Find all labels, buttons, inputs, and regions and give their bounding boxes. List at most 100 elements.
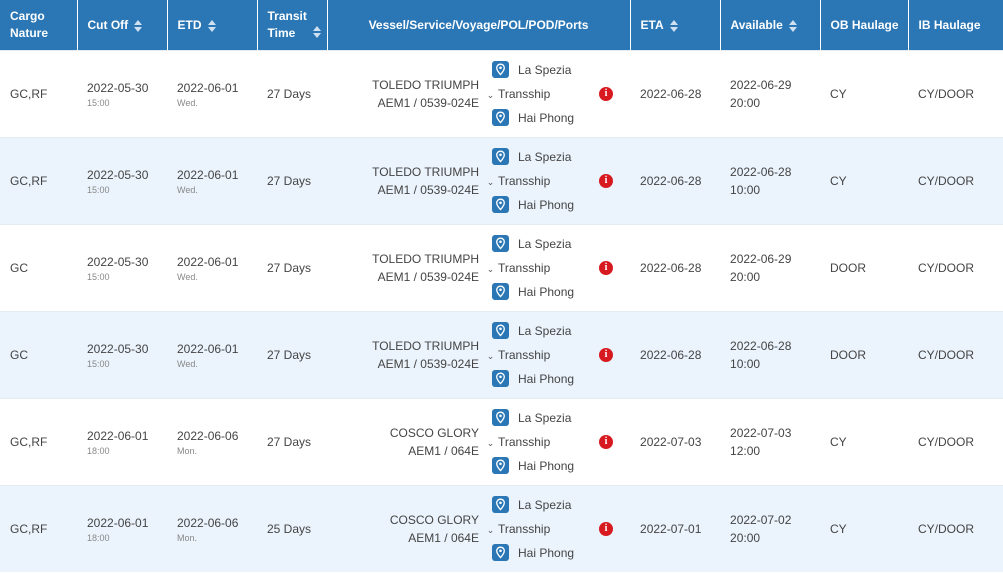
cargo-nature: GC (0, 311, 77, 399)
transship-label[interactable]: Transship (498, 174, 551, 188)
etd-date: 2022-06-01 (177, 341, 239, 356)
cut-off-time: 15:00 (87, 358, 110, 369)
table-row[interactable]: GC,RF 2022-05-30 15:00 2022-06-01 Wed. 27 … (0, 137, 1003, 225)
etd-cell: 2022-06-01 Wed. (167, 224, 257, 312)
cut-off-time: 18:00 (87, 445, 110, 456)
info-icon[interactable]: i (599, 348, 613, 362)
pod-port[interactable]: Hai Phong (518, 285, 575, 299)
sort-icon[interactable] (134, 19, 143, 32)
pol-port[interactable]: La Spezia (518, 237, 572, 251)
chevron-down-icon[interactable]: ⌄ (486, 351, 495, 361)
etd-date: 2022-06-01 (177, 254, 239, 269)
ports-cell: La Spezia ⌄ Transship i Hai Phong (483, 50, 631, 138)
transship-label[interactable]: Transship (498, 435, 551, 449)
transit-time: 27 Days (257, 224, 327, 312)
map-pin-icon (492, 409, 509, 427)
service-voyage: AEM1 / 0539-024E (377, 96, 479, 110)
etd-date: 2022-06-06 (177, 515, 239, 530)
sort-icon[interactable] (788, 19, 797, 32)
cut-off-cell: 2022-06-01 18:00 (77, 485, 167, 572)
pol-port[interactable]: La Spezia (518, 63, 572, 77)
chevron-down-icon[interactable]: ⌄ (486, 438, 495, 448)
available-date: 2022-06-28 (730, 339, 792, 353)
map-pin-icon (492, 283, 509, 301)
col-cut-off[interactable]: Cut Off (77, 0, 168, 51)
col-ob-haulage: OB Haulage (820, 0, 909, 51)
vessel-cell: TOLEDO TRIUMPH AEM1 / 0539-024E (327, 137, 483, 225)
ib-haulage: CY/DOOR (908, 485, 1003, 572)
etd-date: 2022-06-01 (177, 80, 239, 95)
col-etd[interactable]: ETD (167, 0, 258, 51)
ports-cell: La Spezia ⌄ Transship i Hai Phong (483, 224, 631, 312)
info-icon[interactable]: i (599, 87, 613, 101)
chevron-down-icon[interactable]: ⌄ (486, 264, 495, 274)
cut-off-cell: 2022-05-30 15:00 (77, 137, 167, 225)
map-pin-icon (492, 148, 509, 166)
pod-port[interactable]: Hai Phong (518, 372, 575, 386)
sort-icon[interactable] (669, 19, 678, 32)
transship-label[interactable]: Transship (498, 522, 551, 536)
cut-off-cell: 2022-05-30 15:00 (77, 311, 167, 399)
ports-cell: La Spezia ⌄ Transship i Hai Phong (483, 137, 631, 225)
pol-port[interactable]: La Spezia (518, 411, 572, 425)
pod-port[interactable]: Hai Phong (518, 111, 575, 125)
available-time: 10:00 (730, 183, 761, 197)
col-eta[interactable]: ETA (630, 0, 721, 51)
cargo-nature: GC,RF (0, 50, 77, 138)
chevron-down-icon[interactable]: ⌄ (486, 525, 495, 535)
info-icon[interactable]: i (599, 522, 613, 536)
etd-cell: 2022-06-01 Wed. (167, 311, 257, 399)
pod-port[interactable]: Hai Phong (518, 459, 575, 473)
sort-icon[interactable] (207, 19, 216, 32)
available-cell: 2022-07-02 20:00 (720, 485, 821, 572)
cut-off-cell: 2022-05-30 15:00 (77, 224, 167, 312)
ob-haulage: CY (820, 137, 909, 225)
map-pin-icon (492, 61, 509, 79)
ob-haulage: DOOR (820, 224, 909, 312)
col-transit-time[interactable]: Transit Time (257, 0, 328, 51)
cut-off-cell: 2022-06-01 18:00 (77, 398, 167, 486)
eta: 2022-06-28 (630, 311, 721, 399)
info-icon[interactable]: i (599, 435, 613, 449)
map-pin-icon (492, 370, 509, 388)
pol-port[interactable]: La Spezia (518, 498, 572, 512)
table-row[interactable]: GC 2022-05-30 15:00 2022-06-01 Wed. 27 Day… (0, 224, 1003, 312)
transship-label[interactable]: Transship (498, 261, 551, 275)
vessel-name: TOLEDO TRIUMPH (372, 165, 479, 179)
eta: 2022-07-03 (630, 398, 721, 486)
etd-day: Wed. (177, 358, 198, 369)
available-date: 2022-06-28 (730, 165, 792, 179)
info-icon[interactable]: i (599, 261, 613, 275)
available-date: 2022-07-02 (730, 513, 792, 527)
cargo-nature: GC (0, 224, 77, 312)
chevron-down-icon[interactable]: ⌄ (486, 90, 495, 100)
info-icon[interactable]: i (599, 174, 613, 188)
pol-port[interactable]: La Spezia (518, 324, 572, 338)
service-voyage: AEM1 / 0539-024E (377, 183, 479, 197)
map-pin-icon (492, 109, 509, 127)
sort-icon[interactable] (312, 26, 321, 38)
table-row[interactable]: GC 2022-05-30 15:00 2022-06-01 Wed. 27 Day… (0, 311, 1003, 399)
etd-day: Mon. (177, 532, 198, 543)
chevron-down-icon[interactable]: ⌄ (486, 177, 495, 187)
vessel-cell: TOLEDO TRIUMPH AEM1 / 0539-024E (327, 224, 483, 312)
service-voyage: AEM1 / 0539-024E (377, 270, 479, 284)
pod-port[interactable]: Hai Phong (518, 198, 575, 212)
transship-label[interactable]: Transship (498, 87, 551, 101)
cut-off-time: 15:00 (87, 184, 110, 195)
table-row[interactable]: GC,RF 2022-05-30 15:00 2022-06-01 Wed. 27 … (0, 50, 1003, 138)
table-row[interactable]: GC,RF 2022-06-01 18:00 2022-06-06 Mon. 27 … (0, 398, 1003, 486)
pod-port[interactable]: Hai Phong (518, 546, 575, 560)
eta: 2022-06-28 (630, 224, 721, 312)
cut-off-date: 2022-06-01 (87, 428, 149, 443)
ports-cell: La Spezia ⌄ Transship i Hai Phong (483, 485, 631, 572)
transship-label[interactable]: Transship (498, 348, 551, 362)
pol-port[interactable]: La Spezia (518, 150, 572, 164)
table-row[interactable]: GC,RF 2022-06-01 18:00 2022-06-06 Mon. 25 … (0, 485, 1003, 572)
col-available[interactable]: Available (720, 0, 821, 51)
vessel-cell: TOLEDO TRIUMPH AEM1 / 0539-024E (327, 50, 483, 138)
ib-haulage: CY/DOOR (908, 50, 1003, 138)
ib-haulage: CY/DOOR (908, 398, 1003, 486)
available-date: 2022-07-03 (730, 426, 792, 440)
